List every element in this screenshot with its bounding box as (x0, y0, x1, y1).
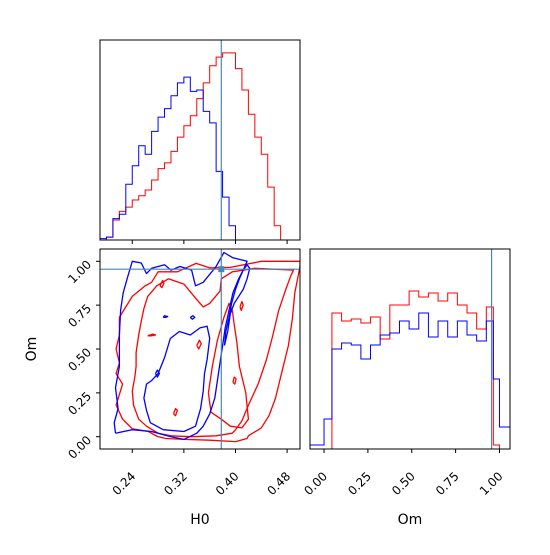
contour-red-0 (115, 260, 300, 443)
om-x-tick-label: 1.00 (477, 469, 506, 498)
contour-blue-9 (113, 251, 248, 441)
contour-blue-10 (143, 325, 211, 433)
joint-x-axis-label: H0 (190, 512, 209, 528)
contour-blue-14 (189, 315, 196, 320)
joint-x-tick-label: 0.24 (110, 469, 139, 498)
joint-x-tick-label: 0.32 (161, 469, 190, 498)
joint-y-tick-label: 1.00 (65, 258, 94, 287)
contour-red-2 (207, 302, 250, 429)
contour-red-6 (239, 300, 244, 312)
joint-y-tick-label: 0.00 (65, 433, 94, 462)
contour-red-5 (172, 407, 179, 417)
om-x-tick-label: 0.00 (301, 469, 330, 498)
om-marginal-frame (309, 248, 511, 450)
om-marginal-panel: 0.00 0.25 0.50 0.75 1.00 Om (301, 248, 511, 528)
h0-histogram-red (100, 52, 288, 240)
om-histogram-red (324, 290, 500, 449)
om-x-tick-label: 0.50 (389, 469, 418, 498)
om-x-tick-label: 0.75 (433, 469, 462, 498)
joint-x-tick-label: 0.48 (264, 469, 293, 498)
joint-contour-panel: 0.24 0.32 0.40 0.48 0.00 0.25 0.50 0.75 1.00 H0… (24, 248, 301, 528)
h0-marginal-ticks (131, 240, 288, 244)
joint-y-tick-label: 0.75 (65, 301, 94, 330)
joint-y-axis-label: Om (24, 337, 40, 362)
contour-red-3 (159, 279, 165, 289)
h0-marginal-frame (99, 39, 301, 241)
h0-histogram-blue (100, 76, 288, 240)
joint-frame (99, 248, 301, 450)
om-x-ticks: 0.00 0.25 0.50 0.75 1.00 (301, 449, 506, 498)
contour-red-8 (232, 376, 237, 385)
om-histogram-blue (310, 312, 510, 449)
contour-blue-11 (223, 264, 251, 346)
joint-y-ticks: 0.00 0.25 0.50 0.75 1.00 (65, 258, 100, 462)
om-x-tick-label: 0.25 (345, 469, 374, 498)
joint-contour-area (100, 249, 300, 449)
contour-red-7 (196, 339, 202, 350)
joint-x-ticks: 0.24 0.32 0.40 0.48 (110, 449, 293, 498)
h0-histogram-area (100, 40, 288, 240)
contour-red-4 (147, 333, 157, 337)
contour-red-1 (131, 267, 295, 438)
joint-y-tick-label: 0.25 (65, 389, 94, 418)
om-x-axis-label: Om (398, 512, 423, 528)
contour-blue-12 (154, 369, 161, 378)
om-histogram-area (310, 249, 510, 449)
joint-x-tick-label: 0.40 (213, 469, 242, 498)
contour-blue-13 (162, 315, 169, 319)
joint-truth-marker (218, 266, 225, 273)
joint-y-tick-label: 0.50 (65, 345, 94, 374)
h0-marginal-panel (99, 39, 301, 244)
